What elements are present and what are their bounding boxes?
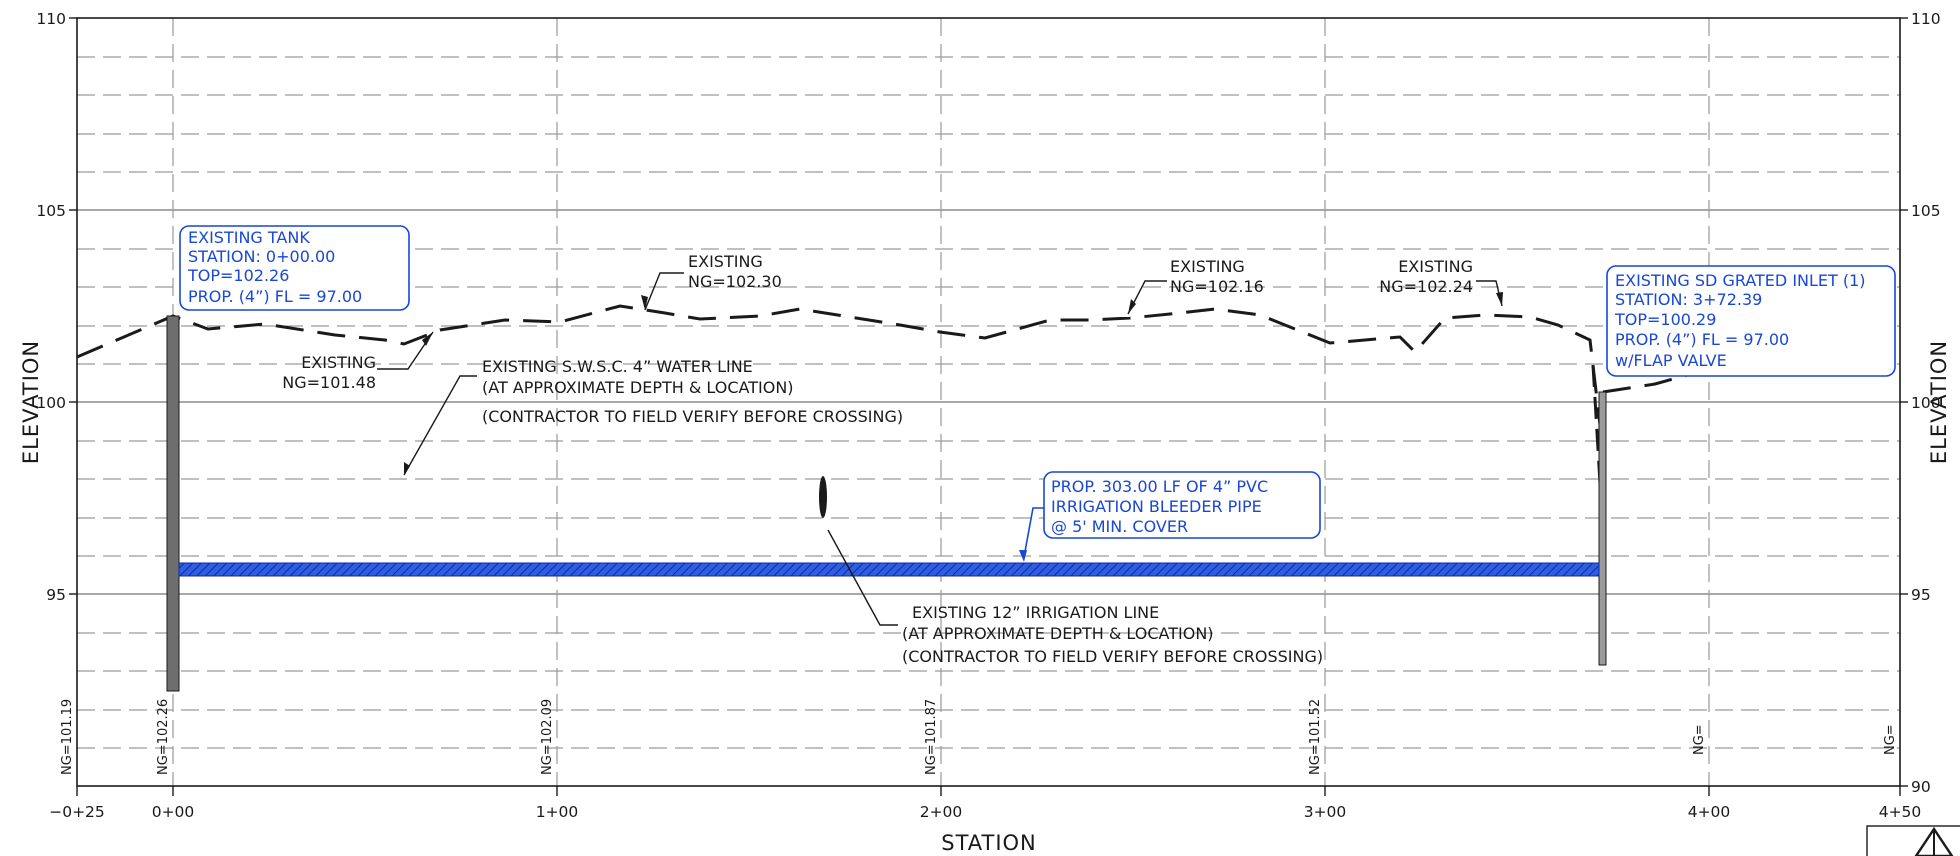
- x-axis-title: STATION: [941, 831, 1037, 855]
- sd-inlet-callout-box: [1606, 265, 1896, 377]
- x-tick-label: 4+00: [1688, 803, 1731, 821]
- tick-marks: [69, 17, 1908, 796]
- callout-line: EXISTING: [1398, 257, 1473, 276]
- callout-line: NG=102.16: [1170, 277, 1264, 296]
- pipe-leader-arrow: [1019, 550, 1027, 562]
- callout-line: PROP. (4”) FL = 97.00: [1615, 330, 1789, 349]
- y-axis-left-labels: 110 105 100 95: [36, 10, 66, 604]
- existing-ground-profile: [76, 304, 1602, 426]
- callout-line: (CONTRACTOR TO FIELD VERIFY BEFORE CROSS…: [482, 407, 903, 426]
- north-arrow-icon: [1914, 826, 1954, 856]
- y-axis-right-labels: 110 105 100 95 90: [1911, 10, 1941, 796]
- callout-line: EXISTING: [688, 252, 763, 271]
- callout-line: TOP=100.29: [1614, 310, 1716, 329]
- y-tick-label: 90: [1911, 778, 1931, 796]
- proposed-pvc-pipe: [178, 562, 1600, 577]
- sd-inlet-callout: EXISTING SD GRATED INLET (1) STATION: 3+…: [1614, 271, 1866, 370]
- y-tick-label: 105: [36, 202, 66, 220]
- ground-callout-4: EXISTING NG=102.24: [1379, 257, 1473, 296]
- y-tick-label: 95: [46, 586, 66, 604]
- callout-line: EXISTING 12” IRRIGATION LINE: [912, 603, 1159, 622]
- ng-label: NG=: [1883, 724, 1898, 755]
- y-tick-label: 95: [1911, 586, 1931, 604]
- callout-line: EXISTING TANK: [188, 228, 310, 247]
- x-tick-label: 2+00: [920, 803, 963, 821]
- y-tick-label: 110: [36, 10, 66, 28]
- leader-arrowheads: [404, 292, 1503, 475]
- ng-labels: NG=101.19 NG=102.26 NG=102.09 NG=101.87 …: [60, 699, 1898, 775]
- y-tick-label: 100: [1911, 394, 1941, 412]
- callout-line: TOP=102.26: [187, 266, 289, 285]
- callout-line: (CONTRACTOR TO FIELD VERIFY BEFORE CROSS…: [902, 647, 1323, 666]
- callout-line: PROP. 303.00 LF OF 4” PVC: [1051, 477, 1268, 496]
- y-axis-title-left: ELEVATION: [19, 340, 43, 464]
- ng-label: NG=: [1692, 724, 1707, 755]
- x-tick-label: 3+00: [1304, 803, 1347, 821]
- callout-line: EXISTING SD GRATED INLET (1): [1615, 271, 1866, 290]
- callout-line: IRRIGATION BLEEDER PIPE: [1051, 497, 1262, 516]
- callout-line: (AT APPROXIMATE DEPTH & LOCATION): [482, 378, 794, 397]
- callout-line: EXISTING: [301, 353, 376, 372]
- existing-tank-callout-box: [179, 225, 410, 311]
- proposed-pipe-callout: PROP. 303.00 LF OF 4” PVC IRRIGATION BLE…: [1051, 477, 1268, 536]
- proposed-pipe-callout-box: [1043, 471, 1321, 539]
- callout-line: NG=102.30: [688, 272, 782, 291]
- existing-tank-callout: EXISTING TANK STATION: 0+00.00 TOP=102.2…: [187, 228, 362, 306]
- ng-label: NG=102.26: [156, 699, 171, 775]
- x-axis-labels: −0+25 0+00 1+00 2+00 3+00 4+00 4+50: [49, 803, 1921, 821]
- y-axis-title-right: ELEVATION: [1927, 340, 1951, 464]
- callout-line: EXISTING S.W.S.C. 4” WATER LINE: [482, 357, 753, 376]
- x-tick-label: −0+25: [49, 803, 105, 821]
- irrigation-line-symbol: [819, 476, 827, 518]
- ground-callout-1: EXISTING NG=101.48: [282, 353, 376, 392]
- callout-line: STATION: 0+00.00: [188, 247, 335, 266]
- callout-line: (AT APPROXIMATE DEPTH & LOCATION): [902, 624, 1214, 643]
- title-block-corner: [1866, 825, 1960, 856]
- y-tick-label: 110: [1911, 10, 1941, 28]
- ng-label: NG=101.52: [1308, 699, 1323, 775]
- existing-tank-structure: [166, 315, 180, 692]
- ground-callout-2: EXISTING NG=102.30: [688, 252, 782, 291]
- pipe-leader-line: [1023, 507, 1044, 558]
- callout-line: EXISTING: [1170, 257, 1245, 276]
- callout-line: STATION: 3+72.39: [1615, 290, 1762, 309]
- sd-inlet-structure: [1598, 391, 1607, 666]
- callout-line: @ 5' MIN. COVER: [1051, 517, 1188, 536]
- grid: [76, 17, 1901, 787]
- ng-label: NG=101.87: [924, 699, 939, 775]
- x-tick-label: 1+00: [536, 803, 579, 821]
- y-tick-label: 105: [1911, 202, 1941, 220]
- callout-line: PROP. (4”) FL = 97.00: [188, 287, 362, 306]
- ground-callout-3: EXISTING NG=102.16: [1170, 257, 1264, 296]
- callout-line: NG=102.24: [1379, 277, 1473, 296]
- water-line-callout: EXISTING S.W.S.C. 4” WATER LINE (AT APPR…: [482, 357, 903, 426]
- y-tick-label: 100: [36, 394, 66, 412]
- x-tick-label: 4+50: [1879, 803, 1922, 821]
- callout-line: NG=101.48: [282, 373, 376, 392]
- ng-label: NG=101.19: [60, 699, 75, 775]
- irrigation-line-callout: EXISTING 12” IRRIGATION LINE (AT APPROXI…: [902, 603, 1323, 666]
- x-tick-label: 0+00: [152, 803, 195, 821]
- callout-line: w/FLAP VALVE: [1615, 351, 1727, 370]
- ng-label: NG=102.09: [540, 699, 555, 775]
